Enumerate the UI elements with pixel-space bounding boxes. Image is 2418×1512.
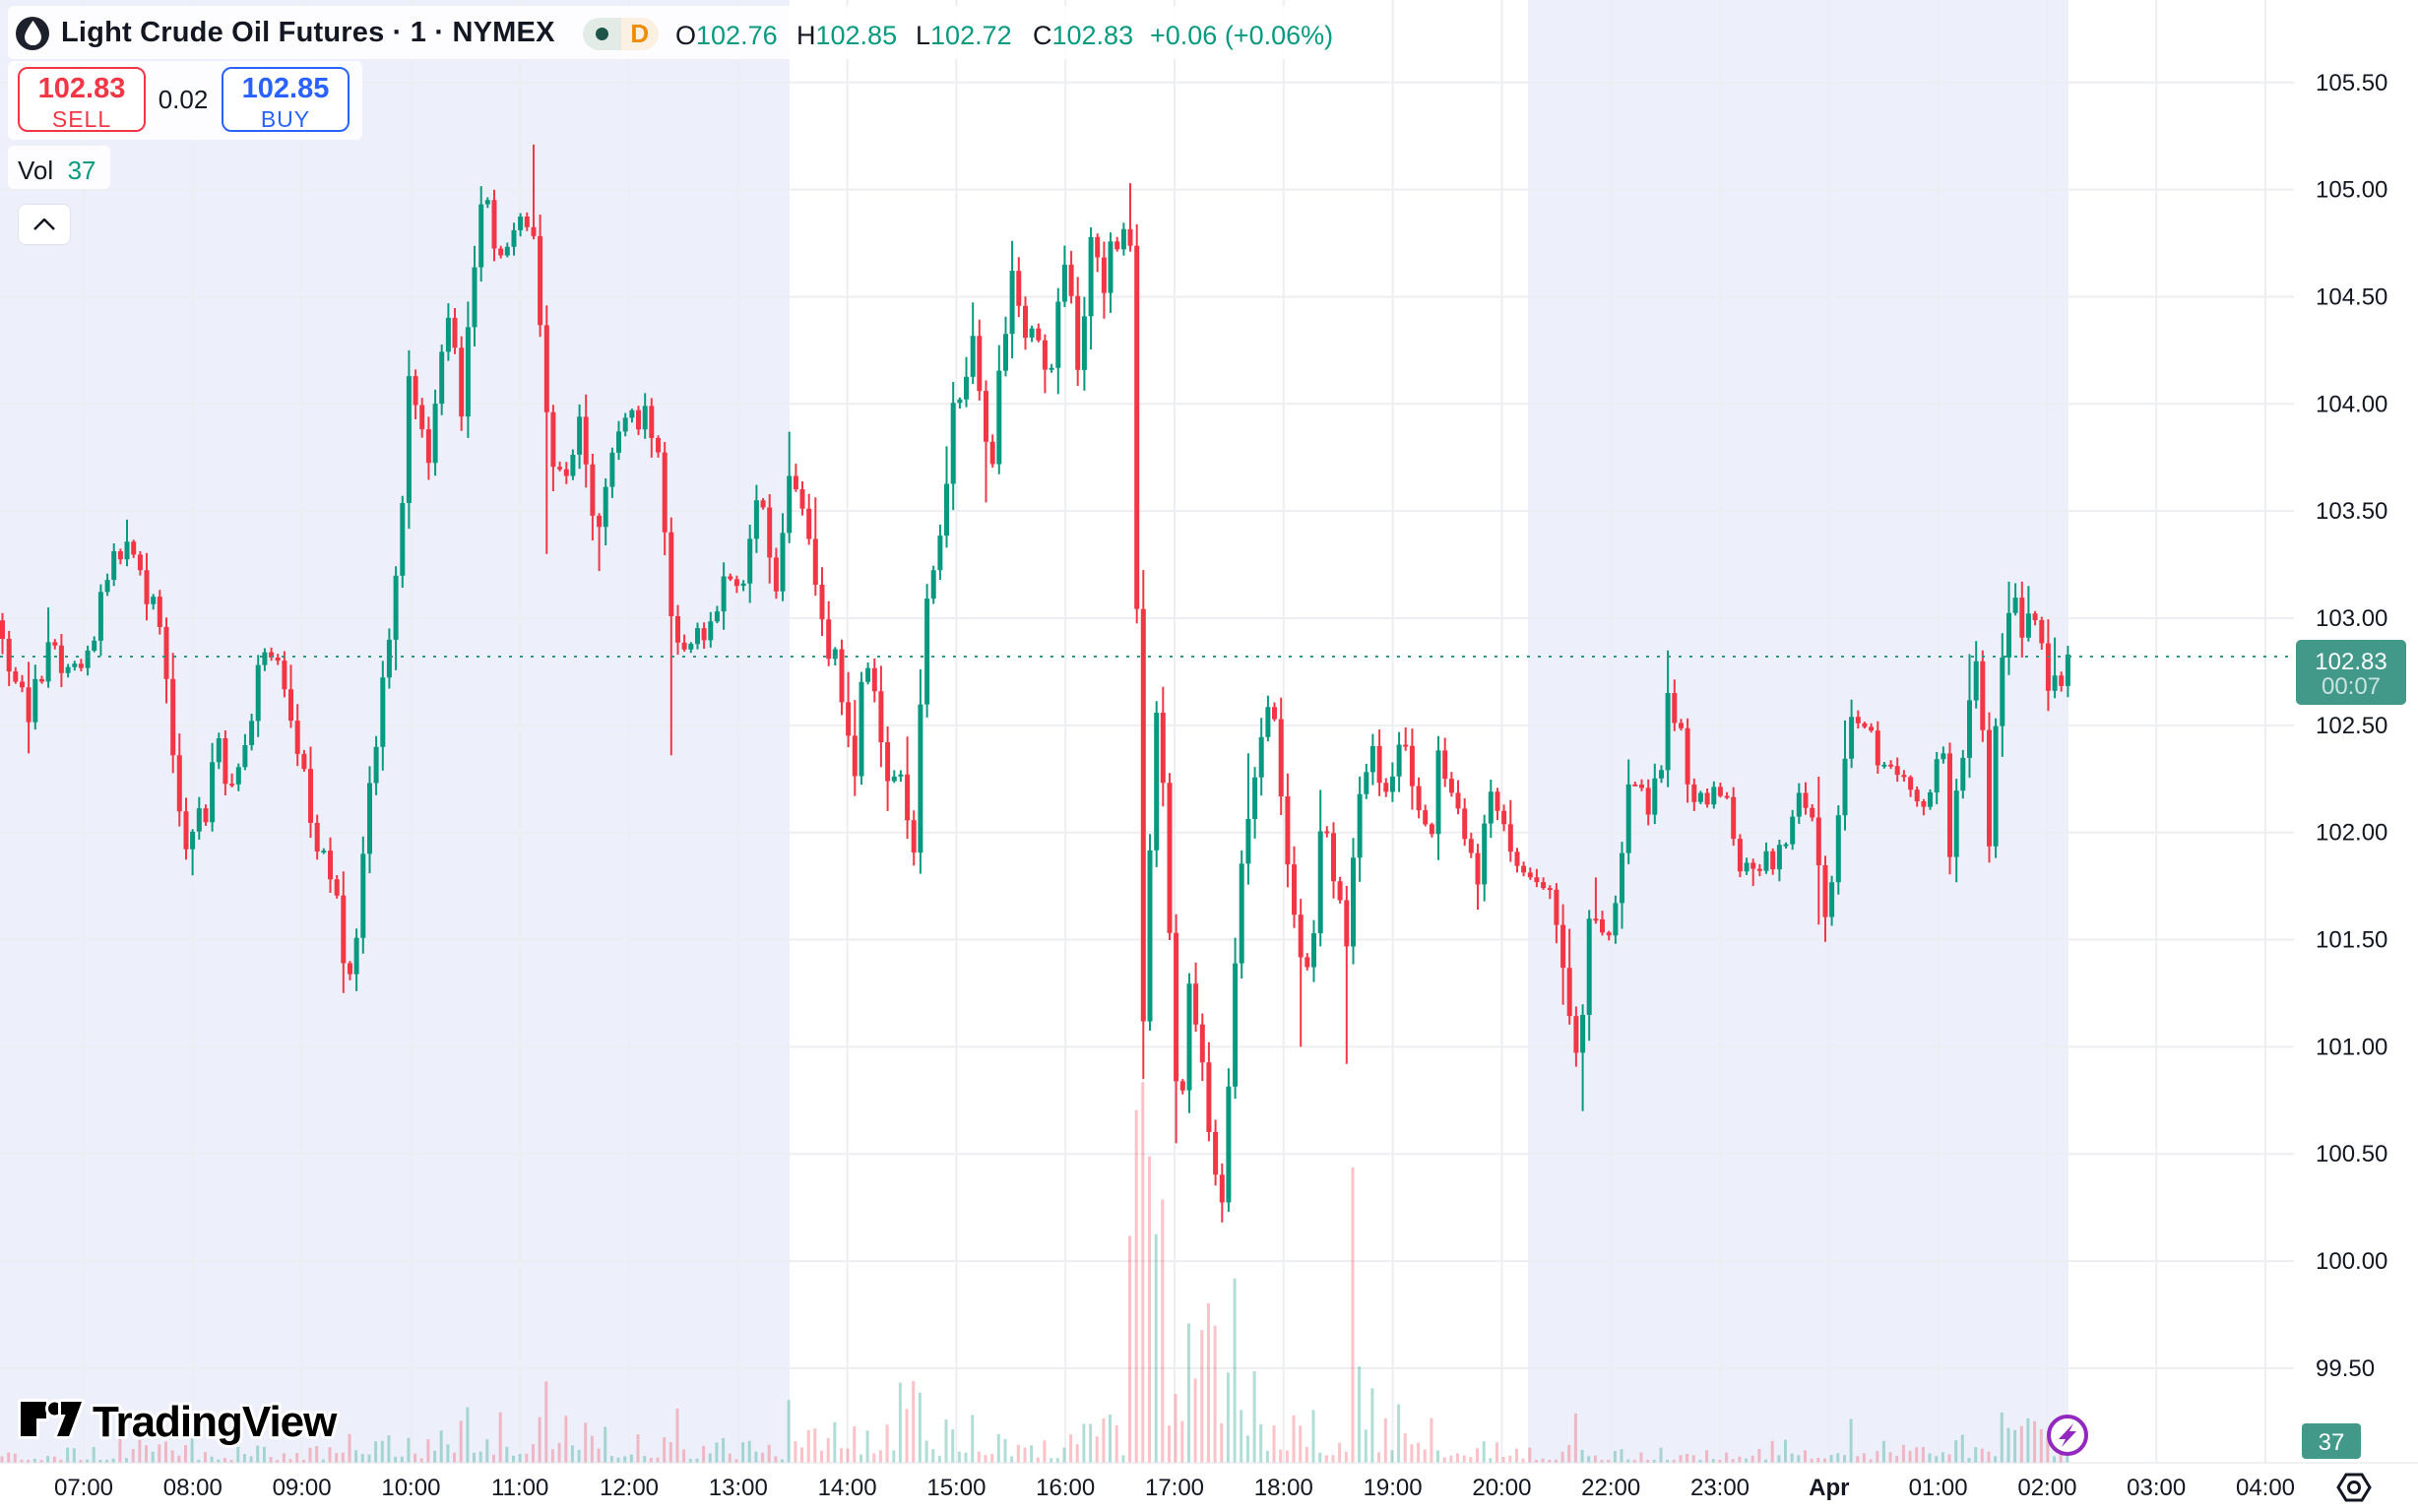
svg-text:103.00: 103.00	[2316, 605, 2387, 632]
svg-text:20:00: 20:00	[1472, 1475, 1531, 1501]
svg-text:104.00: 104.00	[2316, 391, 2387, 417]
svg-text:11:00: 11:00	[491, 1475, 548, 1501]
svg-text:10:00: 10:00	[381, 1475, 440, 1501]
svg-text:04:00: 04:00	[2236, 1475, 2295, 1501]
svg-text:03:00: 03:00	[2127, 1475, 2186, 1501]
svg-text:07:00: 07:00	[54, 1475, 113, 1501]
svg-text:16:00: 16:00	[1036, 1475, 1095, 1501]
svg-text:09:00: 09:00	[273, 1475, 332, 1501]
svg-text:105.50: 105.50	[2316, 70, 2387, 96]
svg-text:08:00: 08:00	[163, 1475, 223, 1501]
svg-text:101.00: 101.00	[2316, 1034, 2387, 1060]
svg-text:101.50: 101.50	[2316, 927, 2387, 954]
svg-text:Apr: Apr	[1809, 1475, 1849, 1501]
svg-text:37: 37	[2319, 1429, 2345, 1456]
svg-text:00:07: 00:07	[2322, 673, 2381, 700]
svg-text:105.00: 105.00	[2316, 177, 2387, 204]
svg-text:13:00: 13:00	[709, 1475, 768, 1501]
svg-text:15:00: 15:00	[926, 1475, 986, 1501]
svg-text:22:00: 22:00	[1581, 1475, 1640, 1501]
svg-text:01:00: 01:00	[1909, 1475, 1968, 1501]
svg-text:104.50: 104.50	[2316, 284, 2387, 311]
svg-text:18:00: 18:00	[1254, 1475, 1313, 1501]
svg-text:102.00: 102.00	[2316, 820, 2387, 847]
svg-text:19:00: 19:00	[1364, 1475, 1423, 1501]
svg-text:103.50: 103.50	[2316, 498, 2387, 525]
svg-text:99.50: 99.50	[2316, 1355, 2375, 1382]
svg-text:TradingView: TradingView	[93, 1398, 338, 1446]
svg-text:02:00: 02:00	[2017, 1475, 2076, 1501]
svg-text:17:00: 17:00	[1145, 1475, 1204, 1501]
svg-text:14:00: 14:00	[818, 1475, 877, 1501]
svg-text:102.50: 102.50	[2316, 713, 2387, 739]
svg-text:12:00: 12:00	[600, 1475, 659, 1501]
svg-text:102.83: 102.83	[2315, 649, 2386, 675]
svg-text:100.50: 100.50	[2316, 1141, 2387, 1167]
svg-text:23:00: 23:00	[1690, 1475, 1750, 1501]
svg-text:100.00: 100.00	[2316, 1248, 2387, 1275]
